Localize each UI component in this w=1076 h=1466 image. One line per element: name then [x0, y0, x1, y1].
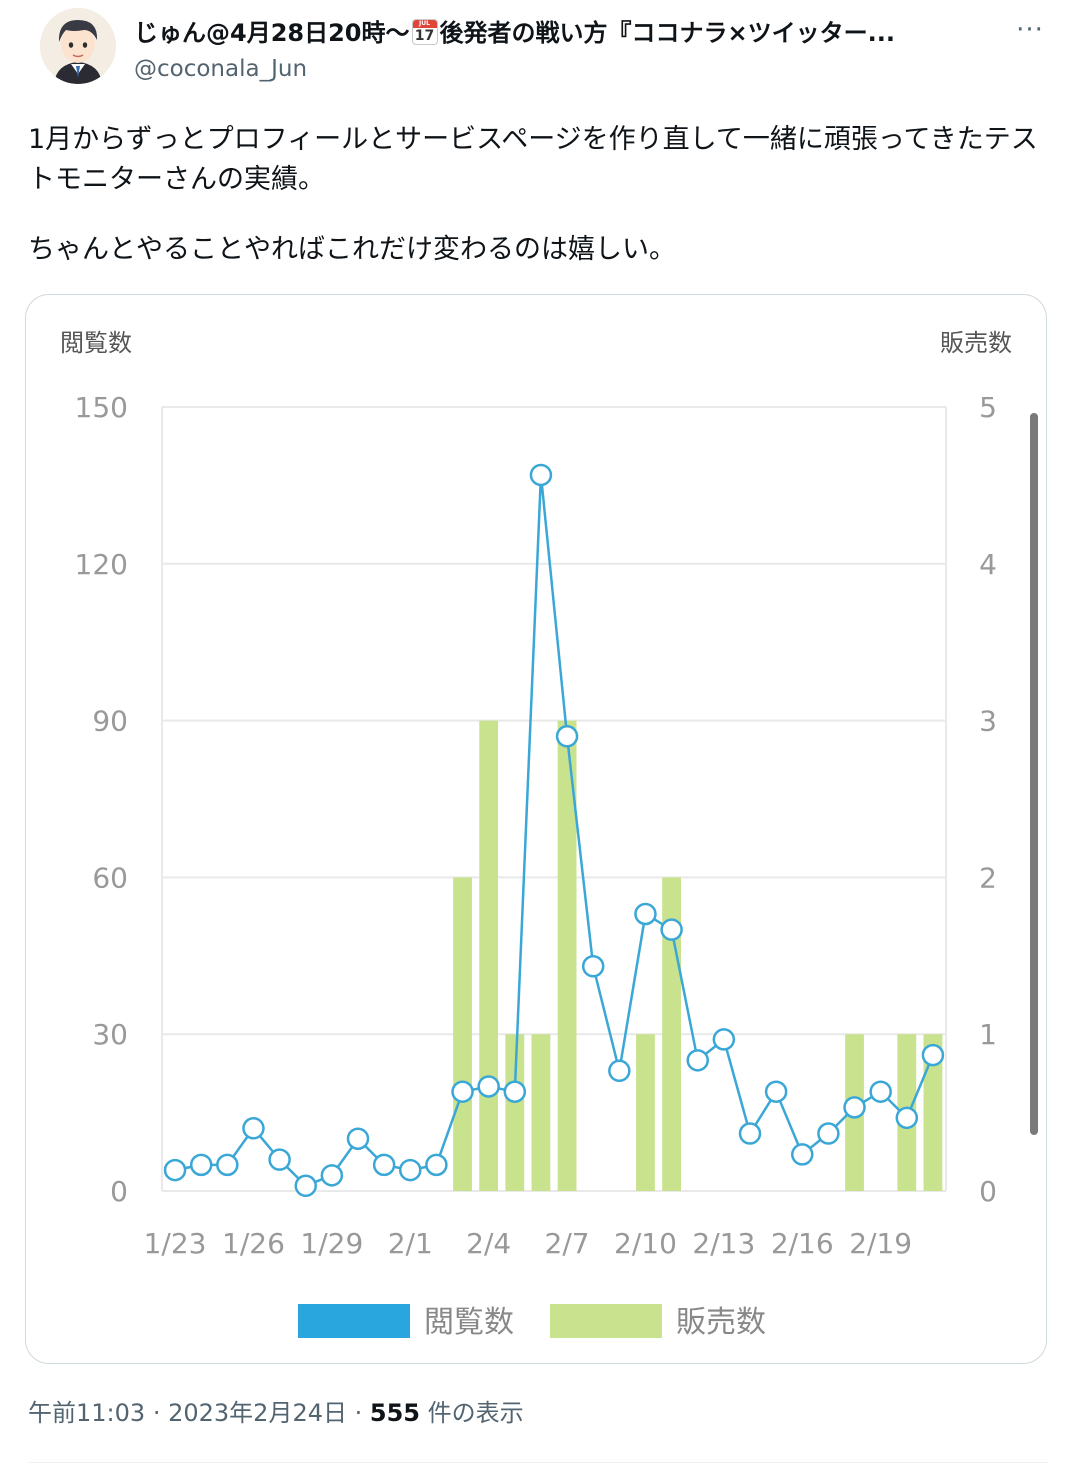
divider: [28, 1462, 1048, 1463]
views-point: [425, 1153, 448, 1177]
x-tick-label: 2/7: [545, 1227, 590, 1260]
views-label: 件の表示: [427, 1399, 524, 1427]
x-tick-label: 2/10: [614, 1227, 677, 1260]
right-tick-label: 1: [979, 1018, 997, 1051]
sales-bar: [923, 1034, 943, 1191]
left-tick-label: 120: [75, 548, 128, 581]
user-handle[interactable]: @coconala_Jun: [134, 56, 308, 82]
views-point: [268, 1148, 291, 1171]
sales-bar: [453, 877, 472, 1191]
views-point: [451, 1080, 474, 1103]
views-point: [791, 1143, 814, 1166]
views-point: [294, 1174, 317, 1198]
views-point: [189, 1153, 213, 1177]
views-point: [764, 1080, 788, 1103]
meta-separator: ·: [354, 1399, 363, 1427]
views-point: [555, 725, 579, 748]
x-tick-label: 2/1: [388, 1227, 433, 1260]
left-axis-title: 閲覧数: [60, 329, 132, 357]
views-point: [712, 1028, 736, 1051]
views-point: [817, 1122, 840, 1145]
right-tick-label: 4: [979, 548, 997, 581]
x-tick-label: 2/4: [466, 1227, 511, 1260]
sales-bar: [636, 1034, 655, 1191]
display-name[interactable]: じゅん@4月28日20時〜 JUL 17 後発者の戦い方『ココナラ×ツイッター...: [134, 16, 980, 50]
left-tick-label: 60: [92, 861, 128, 894]
meta-separator: ·: [152, 1399, 161, 1427]
views-point: [320, 1164, 344, 1187]
right-tick-label: 0: [979, 1175, 997, 1208]
right-tick-label: 3: [979, 705, 997, 738]
legend-label: 閲覧数: [424, 1305, 514, 1340]
views-count: 555: [369, 1399, 421, 1427]
views-point: [660, 918, 683, 941]
views-point: [477, 1075, 500, 1098]
views-point: [921, 1043, 945, 1067]
tweet-meta: 午前11:03 · 2023年2月24日 · 555 件の表示: [28, 1396, 524, 1430]
more-icon[interactable]: ···: [1016, 15, 1044, 45]
avatar[interactable]: [40, 8, 116, 84]
tweet-date[interactable]: 2023年2月24日: [168, 1399, 347, 1427]
legend-swatch: [298, 1304, 410, 1338]
tweet-text-line1: 1月からずっとプロフィールとサービスページを作り直して一緒に頑張ってきたテストモ…: [28, 124, 1038, 195]
sales-bar: [505, 1034, 525, 1191]
tweet-header: じゅん@4月28日20時〜 JUL 17 後発者の戦い方『ココナラ×ツイッター... …: [0, 0, 1076, 110]
sales-bar: [557, 720, 577, 1191]
tweet-time[interactable]: 午前11:03: [28, 1399, 146, 1427]
views-point: [372, 1153, 396, 1177]
views-point: [163, 1158, 187, 1182]
tweet-text: 1月からずっとプロフィールとサービスページを作り直して一緒に頑張ってきたテストモ…: [28, 120, 1048, 270]
views-point: [869, 1080, 892, 1103]
right-axis-title: 販売数: [940, 329, 1012, 357]
views-point: [242, 1117, 265, 1140]
views-point: [529, 463, 553, 487]
chart-image-card[interactable]: 閲覧数 販売数 150 5 120 4 90 3 60 2 30 1 0 0 1/23 1/26 1/29 2/1…: [25, 294, 1047, 1364]
legend-swatch: [550, 1304, 662, 1338]
right-tick-label: 2: [979, 861, 997, 894]
views-point: [634, 902, 657, 926]
views-point: [608, 1059, 631, 1083]
views-point: [346, 1127, 370, 1150]
sales-bar: [479, 720, 499, 1191]
views-point: [399, 1158, 422, 1182]
views-point: [216, 1153, 239, 1177]
x-tick-label: 1/23: [144, 1227, 207, 1260]
views-point: [895, 1106, 919, 1130]
scrollbar[interactable]: [1030, 413, 1038, 1135]
views-point: [738, 1122, 762, 1145]
x-tick-label: 2/16: [771, 1227, 834, 1260]
calendar-icon: JUL 17: [411, 19, 438, 45]
views-point: [581, 955, 605, 978]
left-tick-label: 150: [75, 391, 128, 424]
display-name-part2: 後発者の戦い方『ココナラ×ツイッター...: [439, 19, 895, 47]
x-tick-label: 1/29: [300, 1227, 363, 1260]
tweet-text-line2: ちゃんとやることやればこれだけ変わるのは嬉しい。: [28, 234, 676, 265]
display-name-part1: じゅん@4月28日20時〜: [134, 19, 410, 47]
x-tick-label: 2/13: [692, 1227, 755, 1260]
right-tick-label: 5: [979, 391, 997, 424]
legend-label: 販売数: [676, 1305, 766, 1340]
left-tick-label: 90: [92, 705, 128, 738]
views-point: [503, 1080, 527, 1103]
avatar-illustration-icon: [40, 8, 116, 84]
left-tick-label: 0: [110, 1175, 128, 1208]
x-tick-label: 1/26: [222, 1227, 285, 1260]
sales-bar: [531, 1034, 551, 1191]
views-point: [843, 1096, 866, 1119]
x-tick-label: 2/19: [849, 1227, 912, 1260]
views-line: [174, 474, 935, 1188]
views-point: [686, 1049, 709, 1072]
left-tick-label: 30: [92, 1018, 128, 1051]
